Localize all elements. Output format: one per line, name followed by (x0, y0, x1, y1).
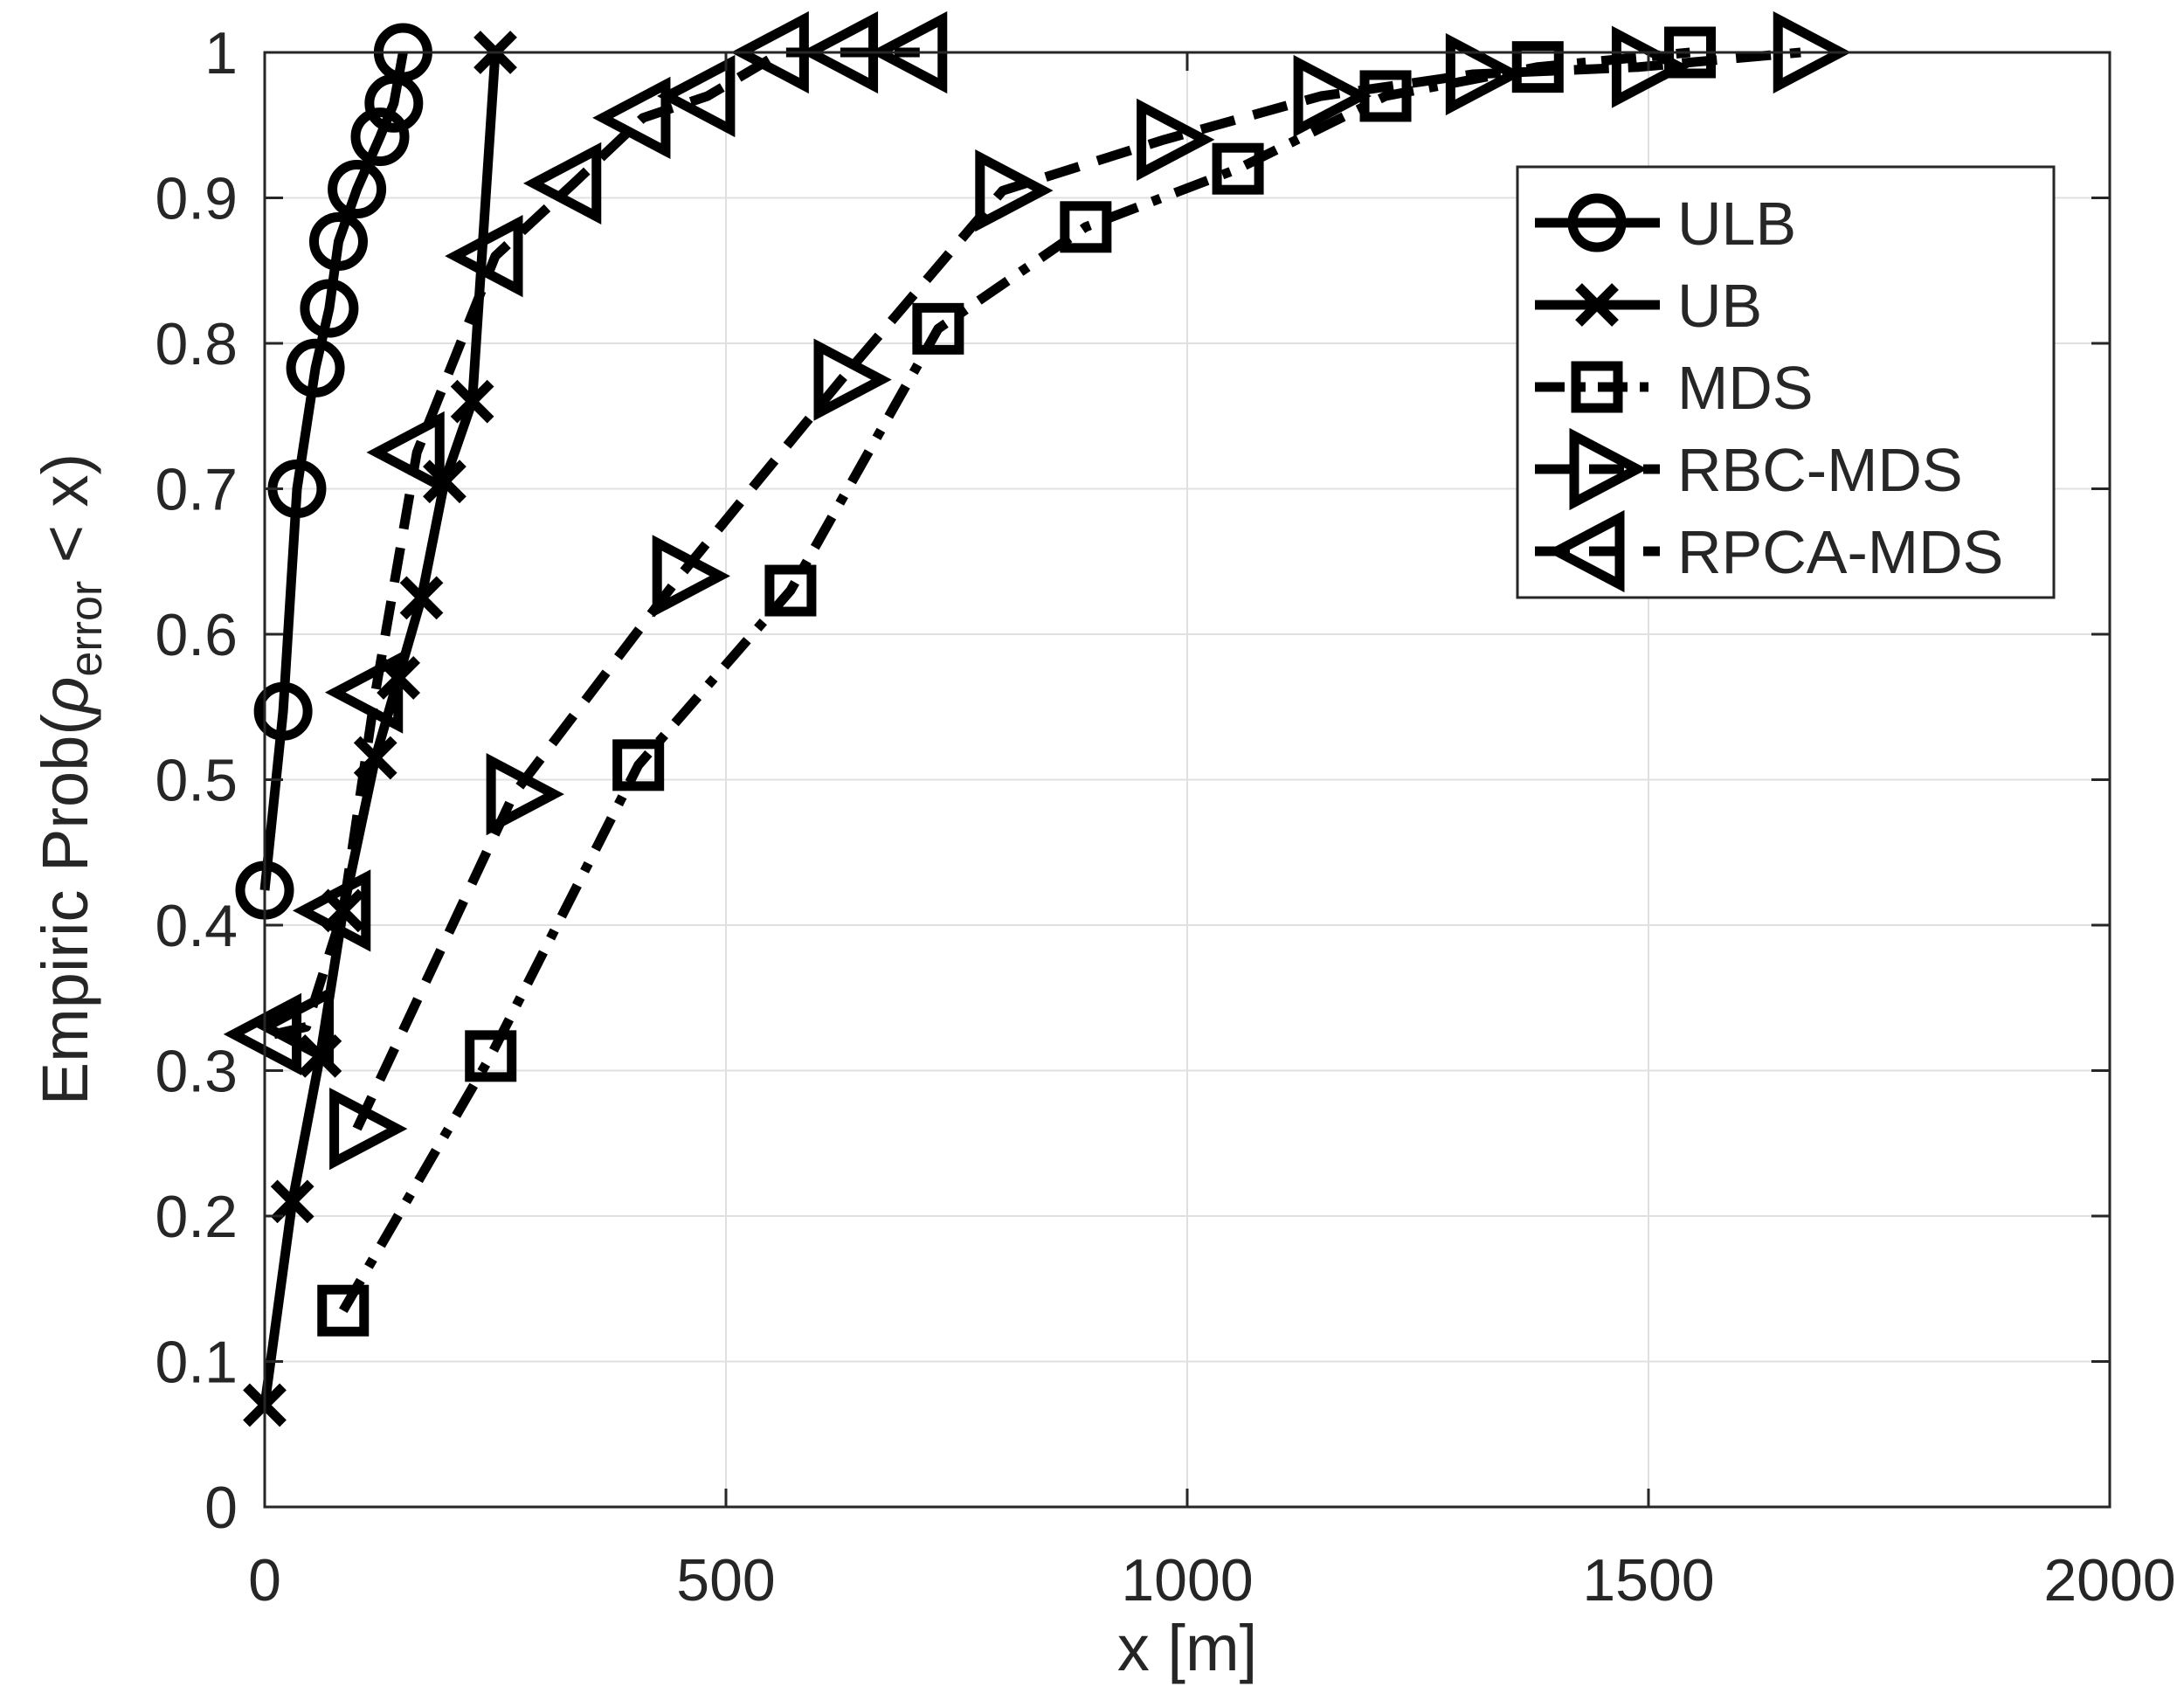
data-point-rbc-mds (813, 338, 892, 421)
data-point-ulb (328, 160, 387, 219)
data-point-rpca-mds (445, 214, 523, 298)
series-layer (223, 10, 1852, 1427)
data-point-mds (1060, 201, 1112, 253)
data-point-mds (1212, 142, 1264, 195)
legend-entry-ulb: ULB (1535, 190, 1796, 258)
data-point-rbc-mds (1293, 54, 1372, 138)
data-point-mds (1511, 41, 1564, 93)
y-axis-label-symbol: ρ (29, 677, 101, 715)
x-tick-label: 500 (676, 1547, 775, 1614)
data-point-rpca-mds (592, 76, 671, 160)
x-tick-label: 2000 (2043, 1547, 2175, 1614)
x-tick-label: 0 (248, 1547, 281, 1614)
data-point-ulb (300, 279, 359, 338)
y-tick-label: 0.6 (155, 602, 238, 668)
data-point-ulb (308, 211, 368, 271)
data-point-ulb (253, 681, 313, 741)
legend-label-rpca-mds: RPCA-MDS (1677, 518, 2003, 586)
legend-entry-ub: UB (1535, 272, 1762, 340)
data-point-rbc-mds (1445, 32, 1524, 116)
data-point-rpca-mds (657, 54, 736, 138)
series-mds (317, 26, 1717, 1337)
data-point-ulb (286, 338, 345, 397)
x-tick-label: 1000 (1121, 1547, 1253, 1614)
data-point-rbc-mds (975, 149, 1054, 232)
ticks (263, 51, 2111, 1509)
grid (265, 52, 2110, 1507)
legend-label-ulb: ULB (1677, 190, 1796, 258)
y-axis-label-subscript: error (61, 581, 112, 677)
y-axis-label: Empiric Prob(ρerror < x) (29, 453, 112, 1105)
data-point-rbc-mds (329, 1087, 408, 1171)
series-line-rbc-mds (352, 47, 1801, 1131)
legend-entry-rpca-mds: RPCA-MDS (1535, 509, 2003, 593)
data-point-mds (612, 739, 665, 791)
data-point-rpca-mds (255, 985, 335, 1068)
data-point-rbc-mds (1137, 98, 1215, 182)
data-point-rbc-mds (652, 535, 730, 618)
data-point-ub (450, 379, 494, 424)
y-tick-label: 0.2 (155, 1184, 238, 1250)
data-point-ub (270, 1179, 314, 1224)
series-line-mds (339, 47, 1691, 1313)
data-point-rpca-mds (366, 411, 445, 494)
data-point-mds (465, 1030, 517, 1082)
series-line-ulb (259, 52, 408, 891)
y-tick-label: 1 (204, 20, 238, 86)
data-point-rbc-mds (1611, 25, 1690, 108)
legend-entry-rbc-mds: RBC-MDS (1535, 427, 1963, 511)
data-point-ub (399, 576, 444, 620)
legend-marker-mds (1571, 361, 1623, 413)
legend: ULB UB MDS RBC-MDS RPCA-MDS (1516, 165, 2056, 599)
legend-marker-ub (1575, 283, 1619, 327)
data-point-mds (764, 564, 817, 617)
legend-label-rbc-mds: RBC-MDS (1677, 436, 1963, 504)
y-axis-label-prefix: Empiric Prob( (29, 714, 101, 1106)
y-tick-label: 0.9 (155, 166, 238, 232)
data-point-mds (912, 302, 964, 355)
x-tick-label: 1500 (1582, 1547, 1714, 1614)
legend-label-ub: UB (1677, 272, 1762, 340)
legend-label-mds: MDS (1677, 354, 1814, 422)
data-point-ub (423, 460, 467, 504)
x-axis-label: x [m] (1117, 1612, 1257, 1684)
y-tick-label: 0.5 (155, 748, 238, 814)
y-axis-label-suffix: < x) (29, 453, 101, 581)
y-tick-label: 0.8 (155, 311, 238, 377)
legend-marker-rbc-mds (1569, 427, 1648, 511)
y-tick-label: 0 (204, 1475, 238, 1541)
legend-marker-rpca-mds (1546, 509, 1625, 593)
data-point-mds (317, 1284, 370, 1337)
series-rbc-mds (329, 10, 1852, 1171)
legend-entry-mds: MDS (1535, 354, 1814, 422)
data-point-ulb (350, 107, 410, 167)
y-tick-label: 0.7 (155, 457, 238, 523)
data-point-rpca-mds (522, 142, 602, 225)
data-point-rbc-mds (486, 753, 564, 836)
legend-marker-ulb (1567, 193, 1627, 252)
y-tick-label: 0.1 (155, 1330, 238, 1396)
tick-labels: 0 500 1000 1500 2000 0 0.1 0.2 0.3 0.4 0.5 0.6 0.7 0.… (155, 20, 2175, 1614)
data-point-rpca-mds (324, 651, 404, 734)
y-tick-label: 0.4 (155, 893, 238, 959)
y-tick-label: 0.3 (155, 1039, 238, 1105)
data-point-rpca-mds (292, 869, 371, 952)
